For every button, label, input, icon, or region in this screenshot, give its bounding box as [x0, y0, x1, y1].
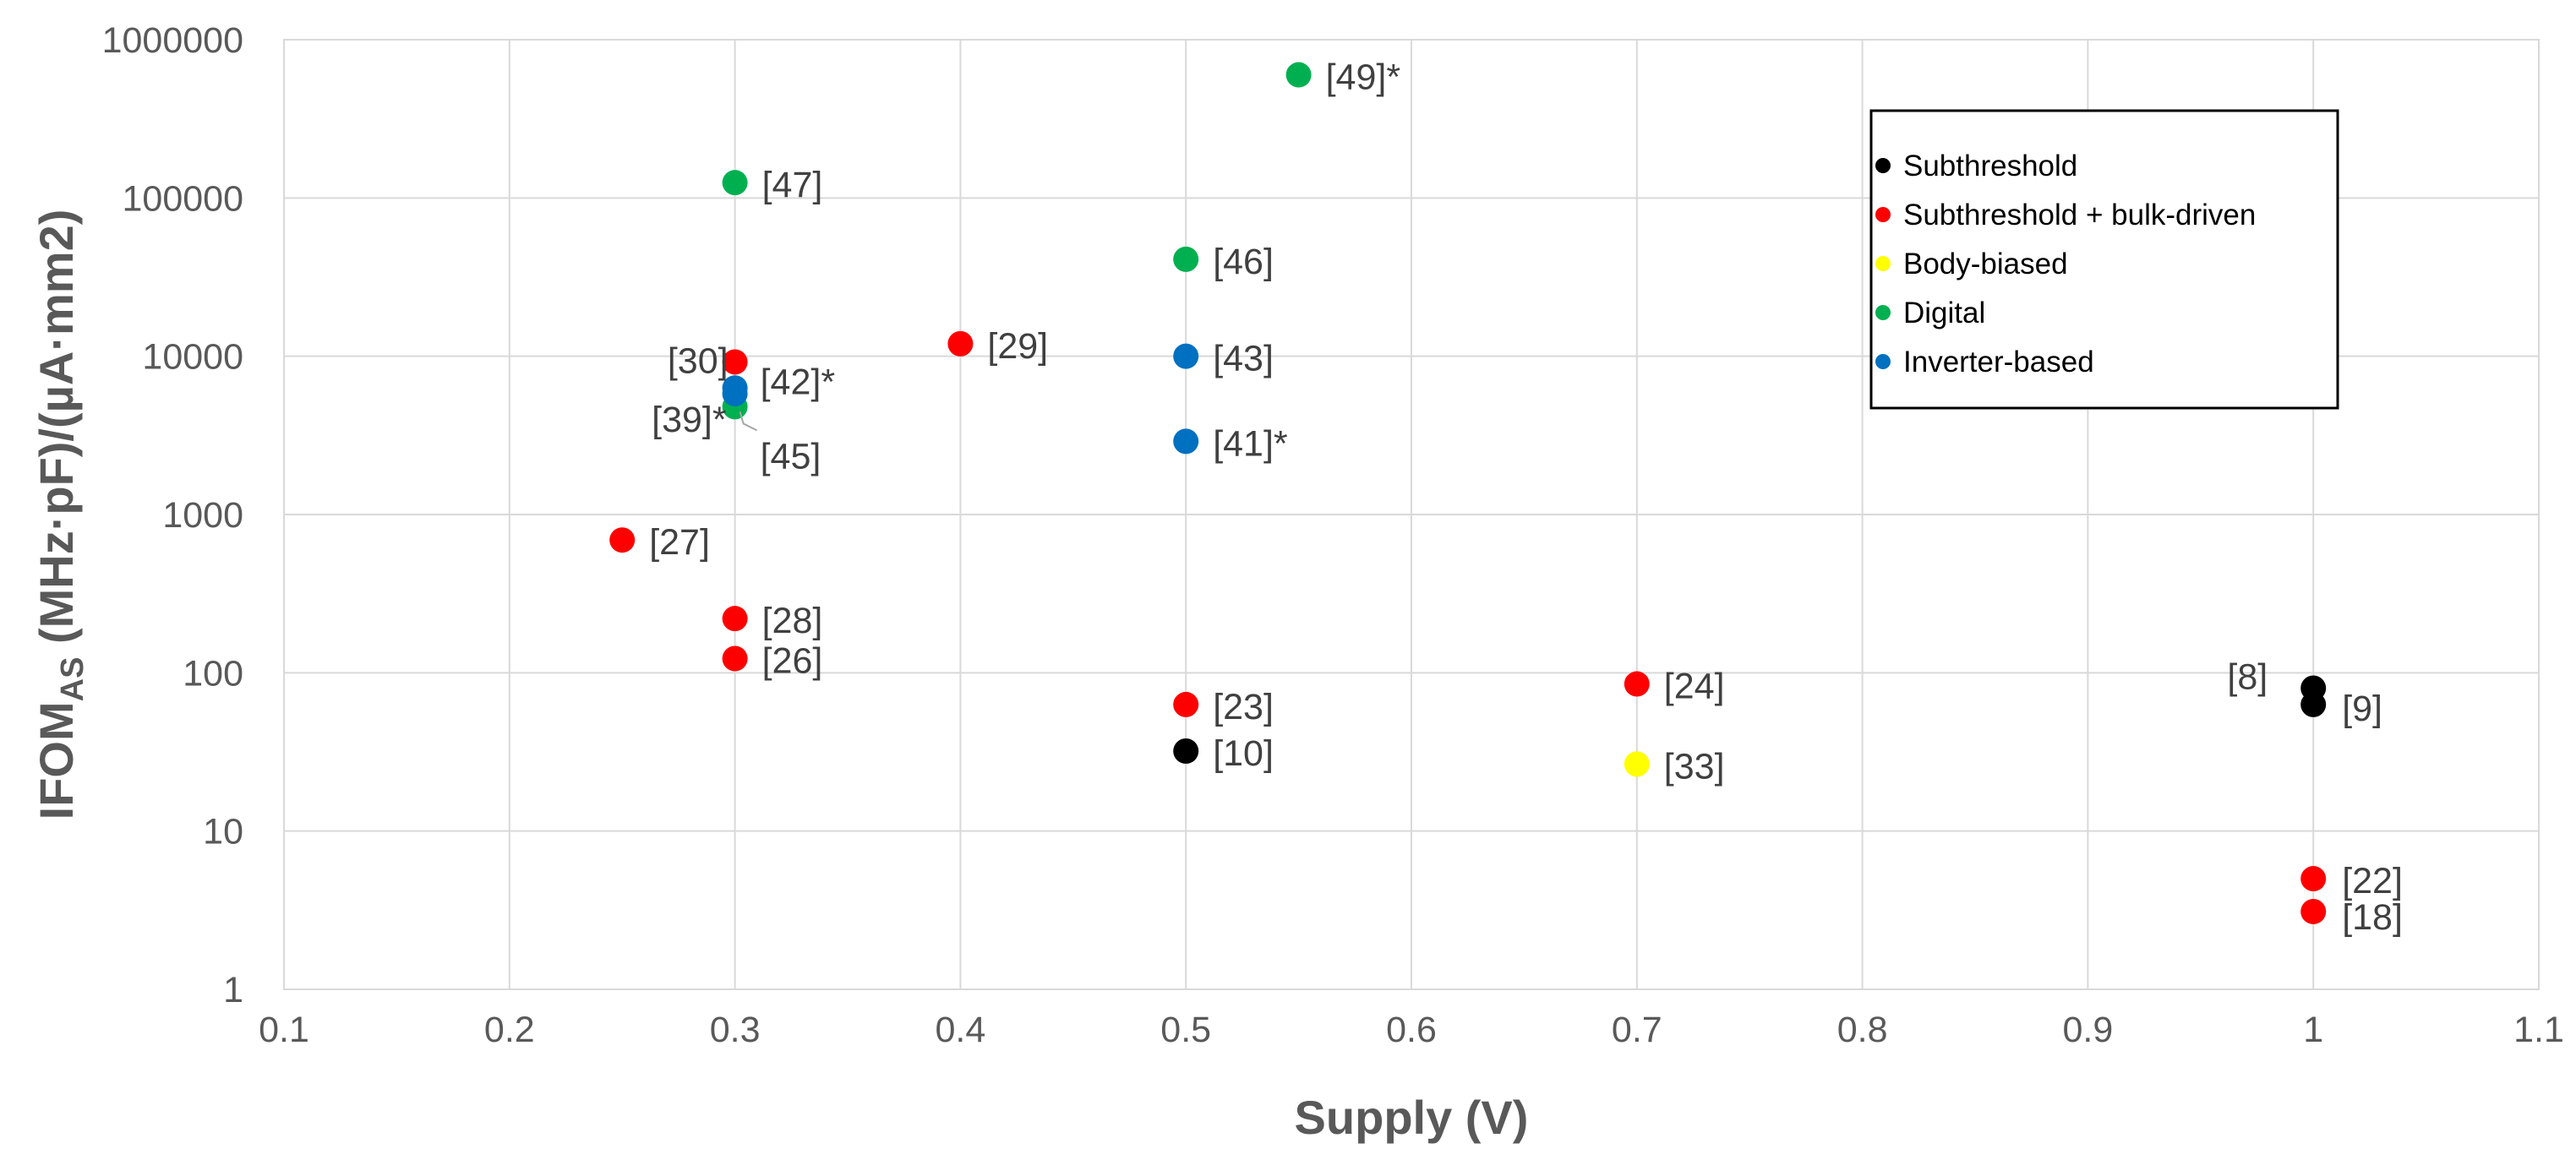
data-points	[609, 62, 2327, 924]
data-label-41: [41]*	[1213, 423, 1288, 464]
leader-lines	[739, 411, 758, 432]
data-label-27: [27]	[649, 522, 710, 563]
data-point-30	[722, 349, 748, 375]
x-tick-label: 0.6	[1386, 1010, 1437, 1050]
legend-marker-bodybiased	[1875, 256, 1891, 271]
data-label-29: [29]	[987, 326, 1048, 367]
y-tick-label: 1	[223, 970, 243, 1010]
data-label-9: [9]	[2342, 689, 2382, 729]
y-axis-title-subscript: AS	[55, 657, 90, 702]
data-point-24	[1624, 671, 1650, 697]
y-axis-title-main: IFOM	[30, 701, 83, 820]
legend-marker-subthreshold	[1875, 158, 1891, 173]
plot-area-border	[283, 39, 2540, 990]
data-label-33: [33]	[1664, 746, 1725, 787]
data-point-29	[947, 330, 974, 357]
x-tick-label: 0.1	[259, 1010, 309, 1050]
y-tick-label: 100	[183, 653, 243, 694]
data-point-47	[722, 170, 748, 196]
legend-label-bodybiased: Body-biased	[1903, 248, 2068, 280]
data-point-43	[1173, 343, 1199, 369]
data-point-27	[609, 527, 636, 553]
y-tick-label: 1000	[162, 495, 243, 536]
legend-marker-digital	[1875, 305, 1891, 320]
data-point-22	[2300, 866, 2327, 892]
data-point-39	[722, 380, 748, 406]
x-tick-label: 1.1	[2513, 1010, 2564, 1050]
data-point-23	[1173, 691, 1199, 717]
data-label-39: [39]*	[652, 400, 727, 440]
data-label-8: [8]	[2227, 656, 2268, 697]
data-label-10: [10]	[1213, 733, 1274, 774]
data-point-33	[1624, 751, 1650, 777]
legend-marker-inverterbased	[1875, 354, 1891, 369]
data-label-28: [28]	[762, 601, 823, 641]
legend: Subthreshold Subthreshold + bulk-driven Bo…	[1869, 109, 2339, 410]
data-label-42: [42]*	[761, 362, 836, 402]
x-tick-label: 0.8	[1837, 1010, 1888, 1050]
data-point-46	[1173, 246, 1199, 272]
y-tick-label: 100000	[123, 178, 244, 219]
data-point-26	[722, 645, 748, 672]
data-label-43: [43]	[1213, 339, 1274, 379]
x-tick-label: 1	[2303, 1010, 2323, 1050]
x-tick-label: 0.3	[710, 1010, 761, 1050]
y-tick-label: 1000000	[102, 20, 243, 61]
data-point-10	[1173, 738, 1199, 765]
data-label-18: [18]	[2342, 897, 2403, 938]
x-tick-label: 0.5	[1160, 1010, 1211, 1050]
legend-marker-subthresholdbulkdriven	[1875, 207, 1891, 222]
data-label-22: [22]	[2342, 861, 2403, 901]
x-tick-label: 0.4	[936, 1010, 986, 1050]
data-labels: [27] [30] [28][26] [29] [23] [24] [22][18] [47]…	[649, 57, 2403, 938]
legend-label-inverterbased: Inverter-based	[1903, 346, 2094, 378]
legend-label-subthreshold: Subthreshold	[1903, 150, 2077, 182]
y-tick-label: 10000	[142, 337, 243, 378]
data-label-24: [24]	[1664, 667, 1725, 707]
data-point-49	[1285, 62, 1312, 88]
x-axis-title: Supply (V)	[1295, 1091, 1529, 1144]
data-label-30: [30]	[668, 340, 729, 381]
data-label-47: [47]	[762, 165, 823, 205]
data-label-45: [45]	[761, 436, 821, 476]
data-point-28	[722, 606, 748, 632]
y-axis-title: IFOMAS (MHz·pF)/(µA·mm2)	[30, 210, 90, 820]
data-label-26: [26]	[762, 640, 823, 681]
tick-labels: 0.1 0.2 0.3 0.4 0.5 0.6 0.7 0.8 0.9 1 1.1 1 10 100 100…	[102, 20, 2564, 1050]
data-point-41	[1173, 428, 1199, 455]
legend-label-digital: Digital	[1903, 297, 1985, 329]
data-point-9	[2300, 691, 2327, 717]
x-tick-label: 0.7	[1612, 1010, 1662, 1050]
data-point-18	[2300, 898, 2327, 924]
data-label-49: [49]*	[1326, 57, 1401, 98]
x-tick-label: 0.9	[2063, 1010, 2114, 1050]
legend-box	[1869, 109, 2339, 410]
leader-line-45	[739, 411, 758, 432]
x-tick-label: 0.2	[484, 1010, 535, 1050]
legend-label-subthresholdbulkdriven: Subthreshold + bulk-driven	[1903, 199, 2256, 231]
y-tick-label: 10	[203, 812, 243, 852]
data-label-46: [46]	[1213, 242, 1274, 282]
data-label-23: [23]	[1213, 687, 1274, 727]
y-axis-title-units: (MHz·pF)/(µA·mm2)	[30, 210, 83, 657]
